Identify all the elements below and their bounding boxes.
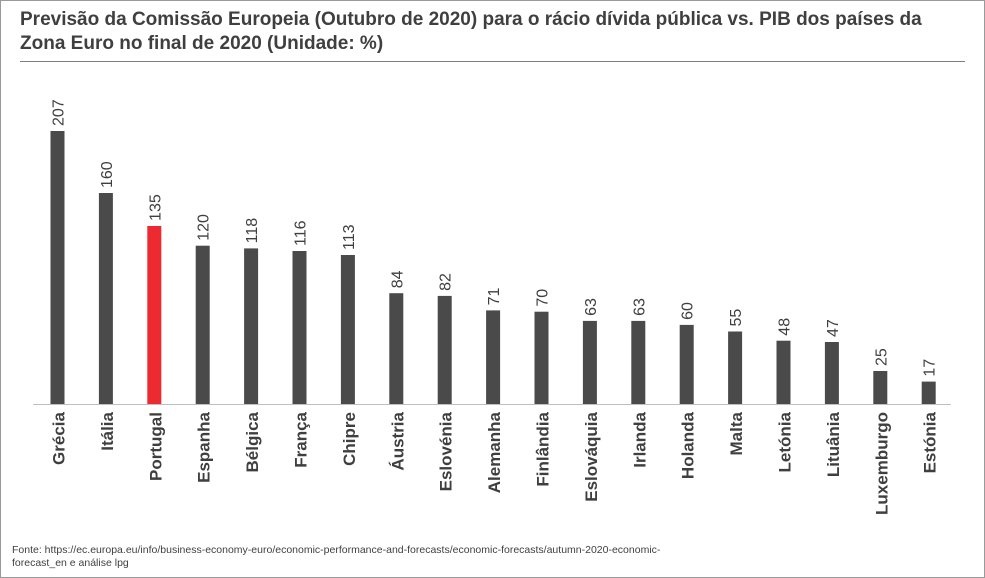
category-label-austria: Áustria	[388, 411, 407, 470]
category-label-irlanda: Irlanda	[630, 411, 649, 467]
value-label-lituania: 47	[825, 319, 842, 337]
bar-luxemburgo	[873, 371, 888, 404]
value-label-holanda: 60	[680, 302, 697, 320]
category-label-finlandia: Finlândia	[534, 411, 553, 486]
bar-letonia	[776, 340, 791, 404]
category-label-letonia: Letónia	[776, 411, 795, 472]
bar-irlanda	[631, 320, 646, 404]
category-label-lituania: Lituânia	[824, 411, 843, 477]
category-label-estonia: Estónia	[921, 411, 940, 473]
bar-espanha	[195, 245, 210, 404]
value-label-eslovenia: 82	[438, 273, 455, 291]
value-label-franca: 116	[293, 220, 310, 246]
category-label-franca: França	[292, 411, 311, 467]
bar-chipre	[340, 255, 355, 404]
value-labels-group: 207 160 135 120 118 116 113 84 82 71 70 63 63 60 55 48 4…	[51, 99, 939, 376]
value-label-letonia: 48	[777, 318, 794, 336]
value-label-espanha: 120	[196, 214, 213, 241]
bar-austria	[389, 293, 404, 404]
bar-finlandia	[534, 311, 549, 404]
value-label-finlandia: 70	[535, 289, 552, 307]
category-labels-group: Grécia Itália Portugal Espanha Bélgica França…	[50, 411, 940, 514]
value-label-austria: 84	[389, 270, 406, 288]
bar-holanda	[679, 324, 694, 404]
value-label-chipre: 113	[341, 224, 358, 250]
bar-eslovenia	[437, 295, 452, 404]
category-label-espanha: Espanha	[195, 411, 214, 482]
bar-franca	[292, 251, 307, 404]
bar-portugal	[147, 226, 162, 404]
chart-title: Previsão da Comissão Europeia (Outubro d…	[20, 9, 922, 54]
value-label-eslovaquia: 63	[583, 298, 600, 316]
category-label-portugal: Portugal	[146, 412, 165, 481]
category-label-holanda: Holanda	[679, 411, 698, 479]
value-label-italia: 160	[99, 161, 116, 188]
value-label-luxemburgo: 25	[873, 348, 890, 366]
value-label-belgica: 118	[244, 218, 261, 244]
title-divider	[20, 61, 965, 62]
value-label-estonia: 17	[922, 359, 939, 377]
bar-italia	[98, 193, 113, 404]
bar-eslovaquia	[582, 320, 597, 404]
category-label-alemanha: Alemanha	[485, 411, 504, 493]
category-label-chipre: Chipre	[340, 412, 359, 466]
value-label-grecia: 207	[51, 99, 68, 126]
bar-grecia	[50, 131, 65, 404]
value-label-malta: 55	[728, 309, 745, 327]
value-label-portugal: 135	[147, 194, 164, 221]
category-label-luxemburgo: Luxemburgo	[872, 412, 891, 515]
source-note: Fonte: https://ec.europa.eu/info/busines…	[12, 544, 661, 569]
category-label-eslovaquia: Eslováquia	[582, 411, 601, 501]
category-label-belgica: Bélgica	[243, 411, 262, 472]
bar-lituania	[824, 342, 839, 404]
category-label-grecia: Grécia	[50, 411, 69, 464]
bar-alemanha	[486, 310, 501, 404]
bar-malta	[728, 331, 743, 404]
bars-group	[50, 131, 936, 404]
category-label-eslovenia: Eslovénia	[437, 411, 456, 491]
category-label-malta: Malta	[727, 411, 746, 455]
category-label-italia: Itália	[98, 411, 117, 450]
bar-estonia	[921, 381, 936, 404]
value-label-irlanda: 63	[631, 298, 648, 316]
bar-belgica	[244, 248, 259, 404]
value-label-alemanha: 71	[486, 287, 503, 305]
